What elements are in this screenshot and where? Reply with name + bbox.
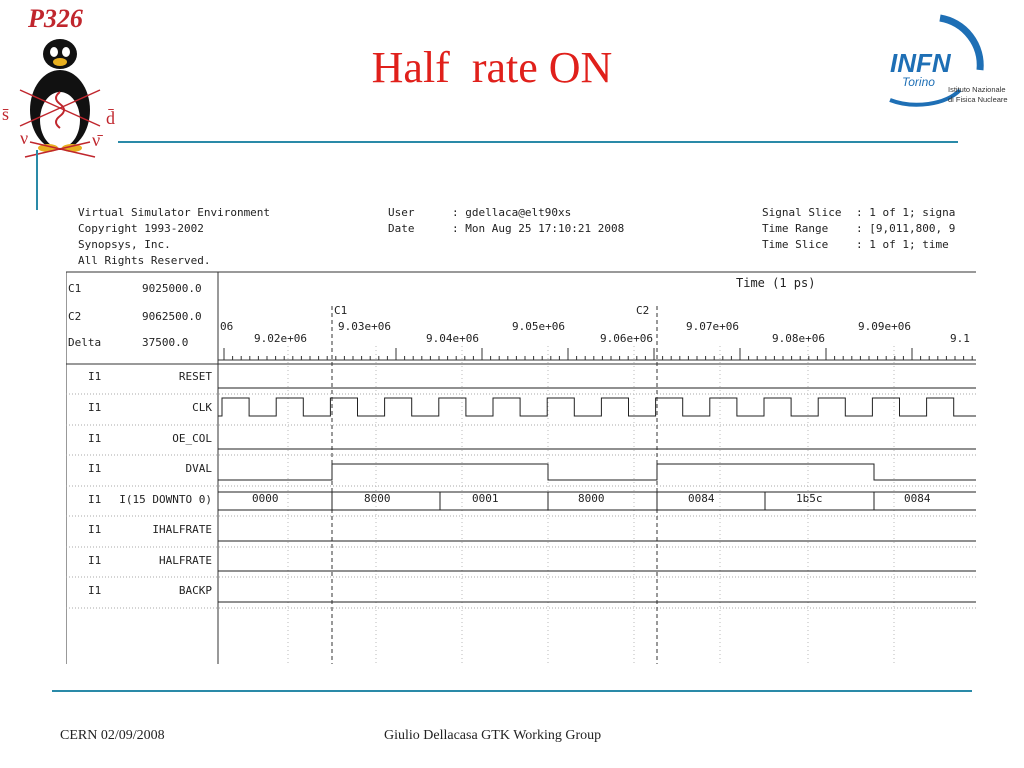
signal-id: I1 — [88, 493, 102, 506]
c1-value: 9025000.0 — [142, 282, 202, 295]
c2-label: C2 — [68, 310, 82, 323]
signal-id: I1 — [88, 370, 102, 383]
signal-id: I1 — [88, 554, 102, 567]
date-label: Date — [388, 222, 415, 235]
date-value: : Mon Aug 25 17:10:21 2008 — [452, 222, 625, 235]
tick-label: 9.03e+06 — [338, 320, 391, 333]
header-line-2: Copyright 1993-2002 — [78, 222, 204, 235]
infn-logo-icon: INFN Torino Istituto Nazionale di Fisica… — [889, 14, 1008, 107]
p326-logo-text: P326 — [28, 4, 83, 33]
signal-name-bus: I(15 DOWNTO 0) — [119, 493, 212, 506]
infn-text: INFN — [890, 48, 952, 78]
cursor-c2-label: C2 — [636, 304, 650, 317]
signal-slice-label: Signal Slice — [762, 206, 842, 219]
nu-bar-symbol: ν̄ — [92, 130, 103, 150]
signal-id: I1 — [88, 462, 102, 475]
bus-value: 8000 — [364, 492, 391, 505]
tick-label: 9.05e+06 — [512, 320, 565, 333]
penguin-logo-icon: s̄ d̄ ν ν̄ — [2, 39, 115, 158]
signal-id: I1 — [88, 523, 102, 536]
bus-value: 1b5c — [796, 492, 823, 505]
waveform-canvas — [66, 271, 976, 664]
left-accent-bar — [36, 150, 38, 210]
delta-label: Delta — [68, 336, 102, 349]
cursor-c1-label: C1 — [334, 304, 348, 317]
time-range-label: Time Range — [762, 222, 829, 235]
signal-name-halfrate: HALFRATE — [159, 554, 212, 567]
c2-value: 9062500.0 — [142, 310, 202, 323]
waveform-viewer: Virtual Simulator Environment Copyright … — [66, 196, 976, 664]
signal-name-dval: DVAL — [185, 462, 213, 475]
bus-value: 0084 — [688, 492, 715, 505]
time-slice-value: : 1 of 1; time — [856, 238, 949, 251]
header-divider — [118, 141, 958, 143]
header-line-1: Virtual Simulator Environment — [78, 206, 271, 219]
tick-label: 9.1 — [950, 332, 970, 345]
bus-value: 0000 — [252, 492, 279, 505]
signal-slice-value: : 1 of 1; signa — [856, 206, 956, 219]
infn-institute-line1: Istituto Nazionale — [948, 85, 1006, 94]
s-bar-symbol: s̄ — [2, 104, 9, 124]
time-range-value: : [9,011,800, 9 — [856, 222, 956, 235]
tick-label: 9.02e+06 — [254, 332, 307, 345]
header-line-3: Synopsys, Inc. — [78, 238, 171, 251]
tick-label: 9.08e+06 — [772, 332, 825, 345]
signal-name-oe-col: OE_COL — [172, 432, 212, 445]
tick-label: 9.07e+06 — [686, 320, 739, 333]
user-value: : gdellaca@elt90xs — [452, 206, 572, 219]
user-label: User — [388, 206, 415, 219]
signal-name-reset: RESET — [178, 370, 212, 383]
tick-label: 9.04e+06 — [426, 332, 479, 345]
infn-institute-line2: di Fisica Nucleare — [948, 95, 1008, 104]
d-bar-symbol: d̄ — [106, 108, 115, 128]
nu-symbol: ν — [20, 128, 28, 148]
bus-value: 8000 — [578, 492, 605, 505]
slide-title: Half rate ON — [371, 43, 613, 92]
delta-value: 37500.0 — [142, 336, 189, 349]
signal-id: I1 — [88, 432, 102, 445]
footer-divider — [52, 690, 972, 692]
signal-name-backp: BACKP — [178, 584, 212, 597]
signal-id: I1 — [88, 401, 102, 414]
signal-name-ihalfrate: IHALFRATE — [152, 523, 212, 536]
signal-id: I1 — [88, 584, 102, 597]
tick-label: 9.06e+06 — [600, 332, 653, 345]
footer-center: Giulio Dellacasa GTK Working Group — [384, 728, 602, 743]
footer-left: CERN 02/09/2008 — [60, 728, 165, 743]
bus-value: 0001 — [472, 492, 499, 505]
bus-value: 0084 — [904, 492, 931, 505]
time-axis-title: Time (1 ps) — [736, 276, 816, 290]
infn-torino-text: Torino — [902, 75, 935, 89]
c1-label: C1 — [68, 282, 82, 295]
tick-label: 9.09e+06 — [858, 320, 911, 333]
time-slice-label: Time Slice — [762, 238, 829, 251]
header-line-4: All Rights Reserved. — [78, 254, 211, 267]
tick-label: 06 — [220, 320, 234, 333]
signal-name-clk: CLK — [192, 401, 212, 414]
